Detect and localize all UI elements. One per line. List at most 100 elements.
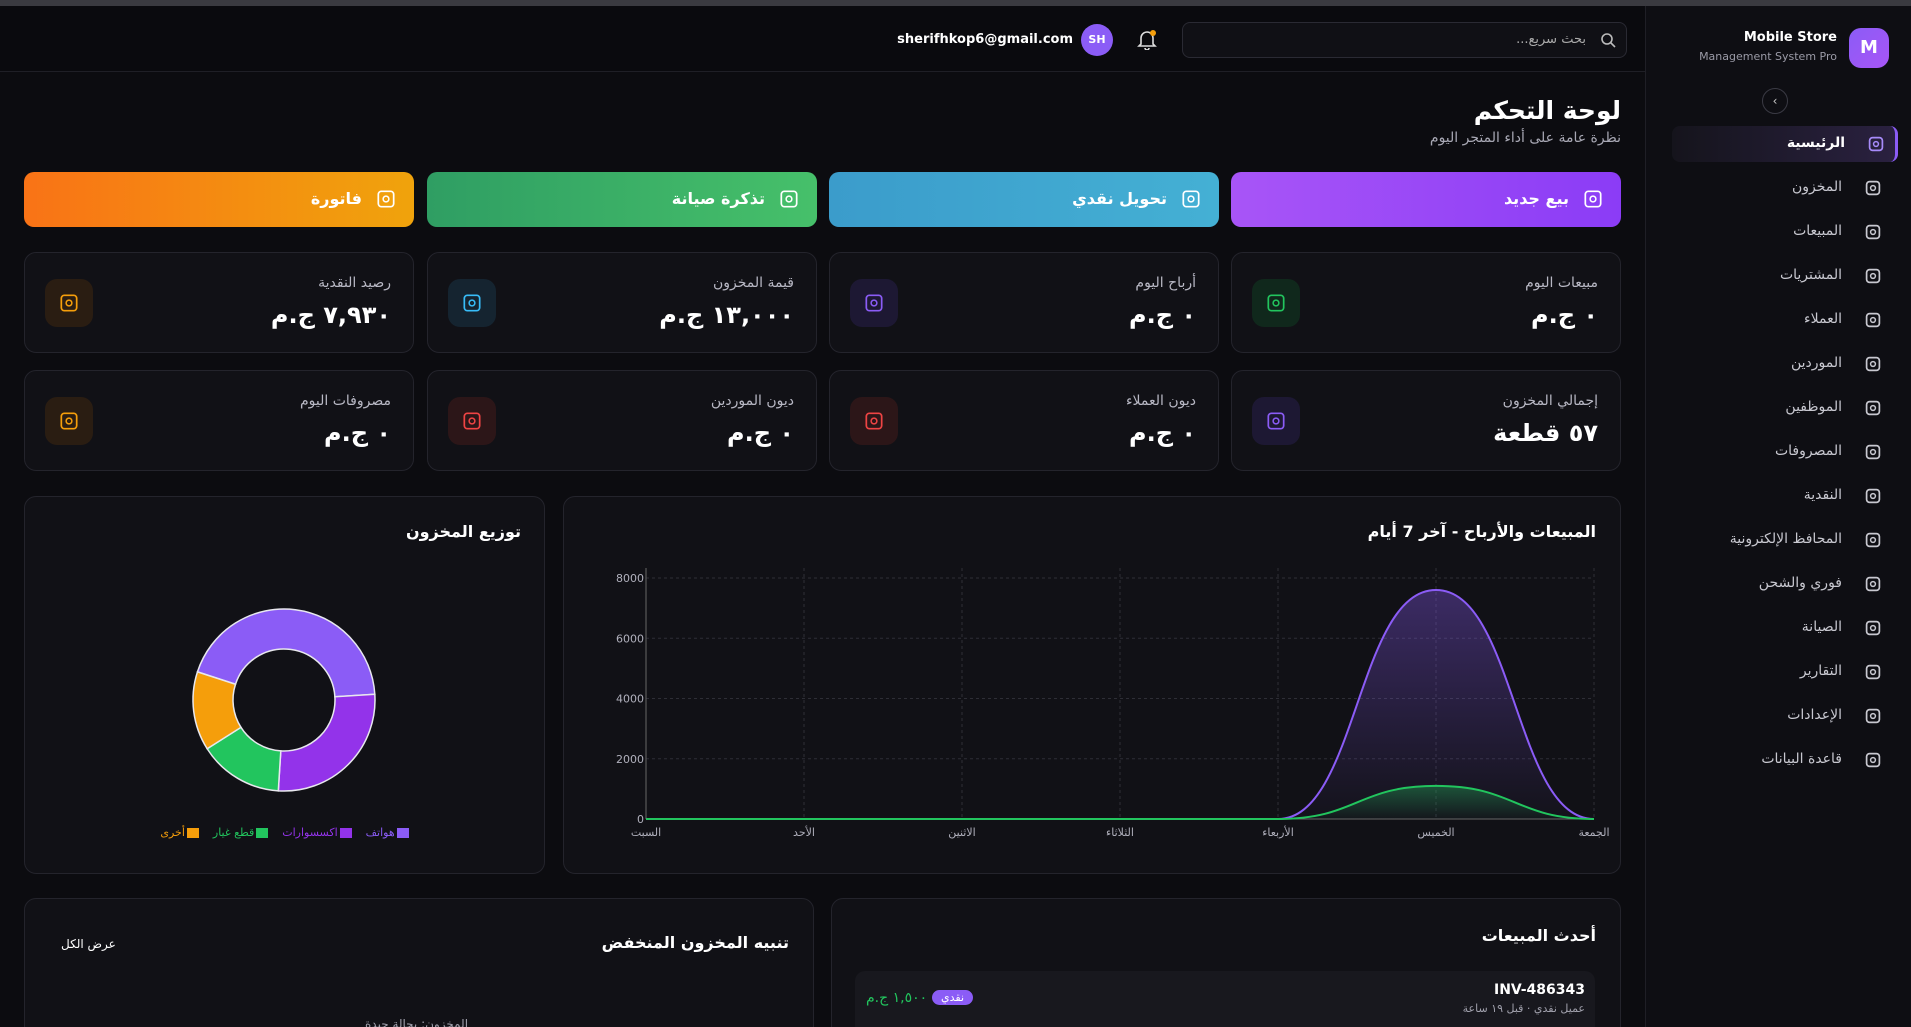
nav-item[interactable]: المحافظ الإلكترونية [1672, 522, 1895, 558]
icon [1865, 400, 1881, 416]
y-tick-label: 6000 [616, 632, 644, 645]
icon-shape [468, 299, 476, 307]
icon [1865, 224, 1881, 240]
legend-item: أخرى [160, 826, 199, 839]
stat-label: قيمة المخزون [712, 275, 794, 291]
stat-value: ٥٧ قطعة [1493, 419, 1598, 447]
sale-row[interactable] [855, 971, 1595, 1027]
nav-item[interactable]: المخزون [1672, 170, 1895, 206]
icon-shape [1869, 712, 1877, 720]
stat-card: أرباح اليوم ٠ ج.م [829, 252, 1219, 353]
icon [1865, 708, 1881, 724]
x-tick-label: الثلاثاء [1106, 826, 1134, 839]
section-title: تنبيه المخزون المنخفض [601, 933, 789, 952]
icon [865, 294, 883, 312]
icon-shape [1272, 417, 1280, 425]
icon-shape [870, 299, 878, 307]
stat-icon [45, 397, 93, 445]
sale-meta: عميل نقدي · قبل ١٩ ساعة [1462, 1002, 1585, 1015]
brand: Mobile Store [1743, 30, 1837, 45]
icon-shape [65, 299, 73, 307]
icon [1865, 444, 1881, 460]
action-button[interactable]: بيع جديد [1231, 172, 1621, 227]
x-tick-label: الجمعة [1578, 826, 1609, 839]
stat-value: ٠ ج.م [1128, 419, 1196, 447]
slice [277, 693, 376, 792]
action-label: فاتورة [310, 189, 362, 208]
icon [463, 294, 481, 312]
x-tick-label: الأربعاء [1262, 825, 1294, 839]
collapse-button[interactable]: ‹ [1762, 88, 1788, 114]
icon-shape [1869, 228, 1877, 236]
icon-shape [1267, 412, 1285, 430]
icon-shape [468, 417, 476, 425]
nav-label: الصيانة [1801, 619, 1842, 635]
icon-shape [1272, 299, 1280, 307]
icon-shape [1865, 268, 1881, 284]
icon-shape [60, 412, 78, 430]
stat-label: رصيد النقدية [318, 275, 391, 291]
action-button[interactable]: تحويل نقدي [829, 172, 1219, 227]
nav-item[interactable]: قاعدة البيانات [1672, 742, 1895, 778]
icon [780, 190, 798, 208]
icon-shape [1869, 536, 1877, 544]
icon [377, 190, 395, 208]
icon-shape [1865, 400, 1881, 416]
nav-item[interactable]: الإعدادات [1672, 698, 1895, 734]
stat-card: رصيد النقدية ٧,٩٣٠ ج.م [24, 252, 414, 353]
nav-item[interactable]: الرئيسية [1672, 126, 1898, 162]
icon-shape [1865, 356, 1881, 372]
action-button[interactable]: تذكرة صيانة [427, 172, 817, 227]
chart-title: المبيعات والأرباح - آخر 7 أيام [1367, 522, 1596, 541]
icon-shape [1865, 488, 1881, 504]
nav-item[interactable]: التقارير [1672, 654, 1895, 690]
icon [1865, 752, 1881, 768]
nav-label: المحافظ الإلكترونية [1729, 531, 1842, 547]
sidebar [1645, 6, 1911, 1027]
icon [1865, 180, 1881, 196]
icon-shape [1865, 576, 1881, 592]
notification-bell[interactable] [1136, 28, 1158, 50]
x-tick-label: السبت [631, 826, 661, 839]
stat-icon [448, 279, 496, 327]
action-button[interactable]: فاتورة [24, 172, 414, 227]
avatar[interactable]: SH [1081, 24, 1113, 56]
icon-shape [1869, 272, 1877, 280]
icon-shape [1865, 444, 1881, 460]
stat-value: ٧,٩٣٠ ج.م [270, 301, 391, 329]
nav-label: النقدية [1803, 487, 1842, 503]
nav-label: فوري والشحن [1758, 575, 1842, 591]
nav-item[interactable]: المبيعات [1672, 214, 1895, 250]
nav-item[interactable]: النقدية [1672, 478, 1895, 514]
sale-amount: ١,٥٠٠ ج.م [866, 990, 928, 1006]
nav-item[interactable]: الموردين [1672, 346, 1895, 382]
view-all-link[interactable]: عرض الكل [61, 937, 116, 951]
nav-label: الرئيسية [1786, 135, 1845, 151]
icon-shape [1865, 180, 1881, 196]
search-icon [1601, 33, 1616, 48]
nav-item[interactable]: فوري والشحن [1672, 566, 1895, 602]
icon-shape [1869, 492, 1877, 500]
legend-item: هواتف [366, 826, 409, 839]
icon [1865, 356, 1881, 372]
icon [1584, 190, 1602, 208]
icon-shape [1869, 624, 1877, 632]
nav-item[interactable]: المصروفات [1672, 434, 1895, 470]
nav-item[interactable]: العملاء [1672, 302, 1895, 338]
nav-item[interactable]: الصيانة [1672, 610, 1895, 646]
icon-shape [1584, 190, 1602, 208]
stat-card: ديون العملاء ٠ ج.م [829, 370, 1219, 471]
nav: الرئيسية المخزون المبيعات المشتريات العملاء ا… [1650, 0, 1911, 1027]
icon-shape [1865, 708, 1881, 724]
stat-icon [1252, 279, 1300, 327]
icon [60, 294, 78, 312]
icon [463, 412, 481, 430]
search-box[interactable]: بحث سريع... [1182, 22, 1627, 58]
stat-card: إجمالي المخزون ٥٧ قطعة [1231, 370, 1621, 471]
nav-item[interactable]: الموظفين [1672, 390, 1895, 426]
nav-label: الإعدادات [1787, 707, 1842, 723]
icon [1182, 190, 1200, 208]
nav-item[interactable]: المشتريات [1672, 258, 1895, 294]
